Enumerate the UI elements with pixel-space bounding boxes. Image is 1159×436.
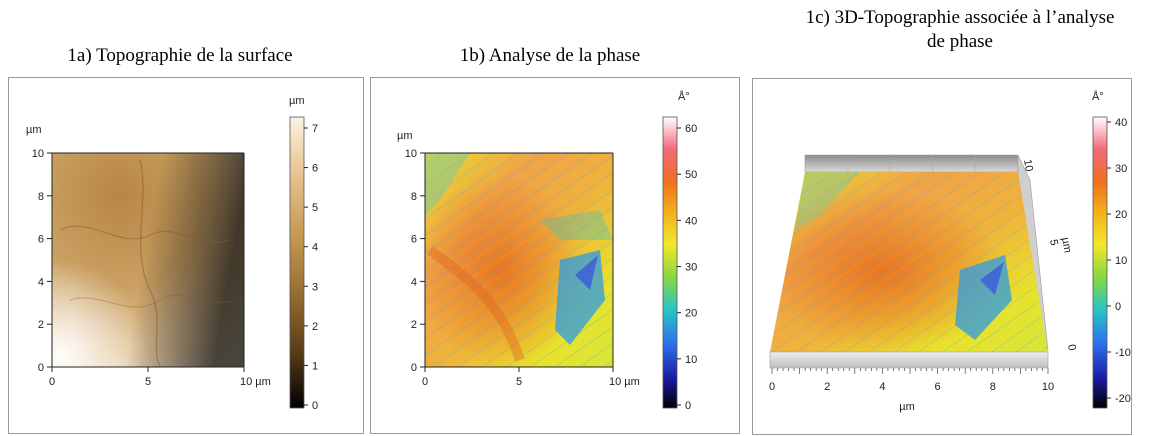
panel-b-colorbar-tick-label: 40 [685, 215, 697, 227]
panel-a-x-tick-label: 10 µm [240, 376, 271, 388]
panel-b-colorbar-tick-label: 10 [685, 354, 697, 366]
panel-a-colorbar-unit: µm [289, 95, 305, 107]
panel-b-colorbar-tick-label: 50 [685, 169, 697, 181]
panel-c-x-tick-label: 6 [935, 381, 941, 393]
panel-c-x-tick-label: 10 [1042, 381, 1054, 393]
panel-c-y-tick-label: 10 [1021, 158, 1035, 172]
panel-c-colorbar-tick-label: 40 [1115, 117, 1127, 129]
panel-c-colorbar-unit: Å° [1092, 90, 1104, 103]
panel-a-y-tick-label: 4 [38, 276, 44, 288]
panel-b-colorbar-unit: Å° [678, 90, 690, 103]
panel-b-x-tick-label: 10 µm [609, 376, 640, 388]
panel-a-y-unit: µm [26, 124, 42, 136]
panel-c-x-tick-label: 8 [990, 381, 996, 393]
panel-a-y-tick-label: 8 [38, 191, 44, 203]
panel-a-colorbar-tick-label: 7 [312, 123, 318, 135]
panel-c-y-tick-label: 0 [1065, 343, 1078, 351]
panel-a-colorbar-tick-label: 5 [312, 202, 318, 214]
panel-b-colorbar-tick-label: 0 [685, 400, 691, 412]
panel-c-x-tick-label: 0 [769, 381, 775, 393]
panel-c-title: 1c) 3D-Topographie associée à l’analyse … [770, 6, 1150, 54]
panel-b-y-tick-label: 6 [411, 234, 417, 246]
panel-a-y-tick-label: 6 [38, 234, 44, 246]
panel-c-3d-view [769, 154, 1049, 369]
panel-b-y-tick-label: 4 [411, 276, 417, 288]
panel-a-title: 1a) Topographie de la surface [67, 45, 293, 66]
panel-b-y-tick-label: 0 [411, 362, 417, 374]
panel-c-y-unit: µm [1059, 236, 1074, 253]
panel-c-colorbar [1092, 116, 1108, 409]
panel-a-x-tick-label: 0 [49, 376, 55, 388]
panel-a-colorbar-tick-label: 1 [312, 360, 318, 372]
panel-c-colorbar-tick-label: -10 [1115, 347, 1131, 359]
panel-a-image [52, 153, 244, 367]
panel-b-y-tick-label: 10 [405, 148, 417, 160]
panel-b-colorbar-tick-label: 60 [685, 123, 697, 135]
panel-c-colorbar-tick-label: 10 [1115, 255, 1127, 267]
panel-c-x-tick-label: 2 [824, 381, 830, 393]
panel-a-y-tick-label: 0 [38, 362, 44, 374]
panel-a-y-tick-label: 10 [32, 148, 44, 160]
panel-b-x-tick-label: 5 [516, 376, 522, 388]
panel-a-colorbar-tick-label: 6 [312, 163, 318, 175]
panel-c-x-unit: µm [899, 401, 915, 413]
panel-a-colorbar-tick-label: 0 [312, 400, 318, 412]
panel-b-y-tick-label: 8 [411, 191, 417, 203]
panel-c-colorbar-tick-label: 0 [1115, 301, 1121, 313]
panel-c-colorbar-tick-label: 20 [1115, 209, 1127, 221]
panel-b-colorbar-tick-label: 30 [685, 262, 697, 274]
panel-b-colorbar [662, 116, 678, 409]
panel-a-x-tick-label: 5 [145, 376, 151, 388]
panel-a-y-tick-label: 2 [38, 319, 44, 331]
panel-b-y-unit: µm [397, 130, 413, 142]
panel-b-y-tick-label: 2 [411, 319, 417, 331]
panel-b-colorbar-tick-label: 20 [685, 308, 697, 320]
panel-c-title-line2: de phase [927, 31, 993, 52]
panel-c-colorbar-tick-label: 30 [1115, 163, 1127, 175]
panel-b-image [425, 153, 613, 367]
panel-c-colorbar-tick-label: -20 [1115, 393, 1131, 405]
panel-a-colorbar-tick-label: 2 [312, 321, 318, 333]
panel-b-title: 1b) Analyse de la phase [459, 45, 641, 66]
panel-a-colorbar [289, 116, 305, 409]
panel-b-x-tick-label: 0 [422, 376, 428, 388]
panel-c-x-tick-label: 4 [879, 381, 885, 393]
panel-c-y-tick-label: 5 [1047, 238, 1060, 246]
panel-a-colorbar-tick-label: 4 [312, 242, 318, 254]
panel-c-title-line1: 1c) 3D-Topographie associée à l’analyse [805, 7, 1115, 28]
panel-a-colorbar-tick-label: 3 [312, 281, 318, 293]
